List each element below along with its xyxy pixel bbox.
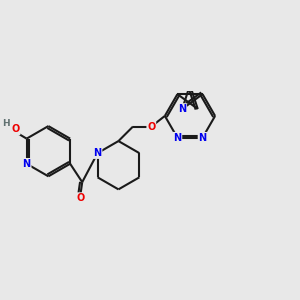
Text: O: O: [11, 124, 20, 134]
Text: O: O: [76, 193, 84, 203]
Text: N: N: [94, 148, 102, 158]
Text: N: N: [22, 159, 31, 169]
Text: N: N: [199, 133, 207, 143]
Text: N: N: [178, 104, 186, 114]
Text: H: H: [2, 119, 10, 128]
Text: O: O: [147, 122, 155, 132]
Text: N: N: [173, 133, 181, 143]
